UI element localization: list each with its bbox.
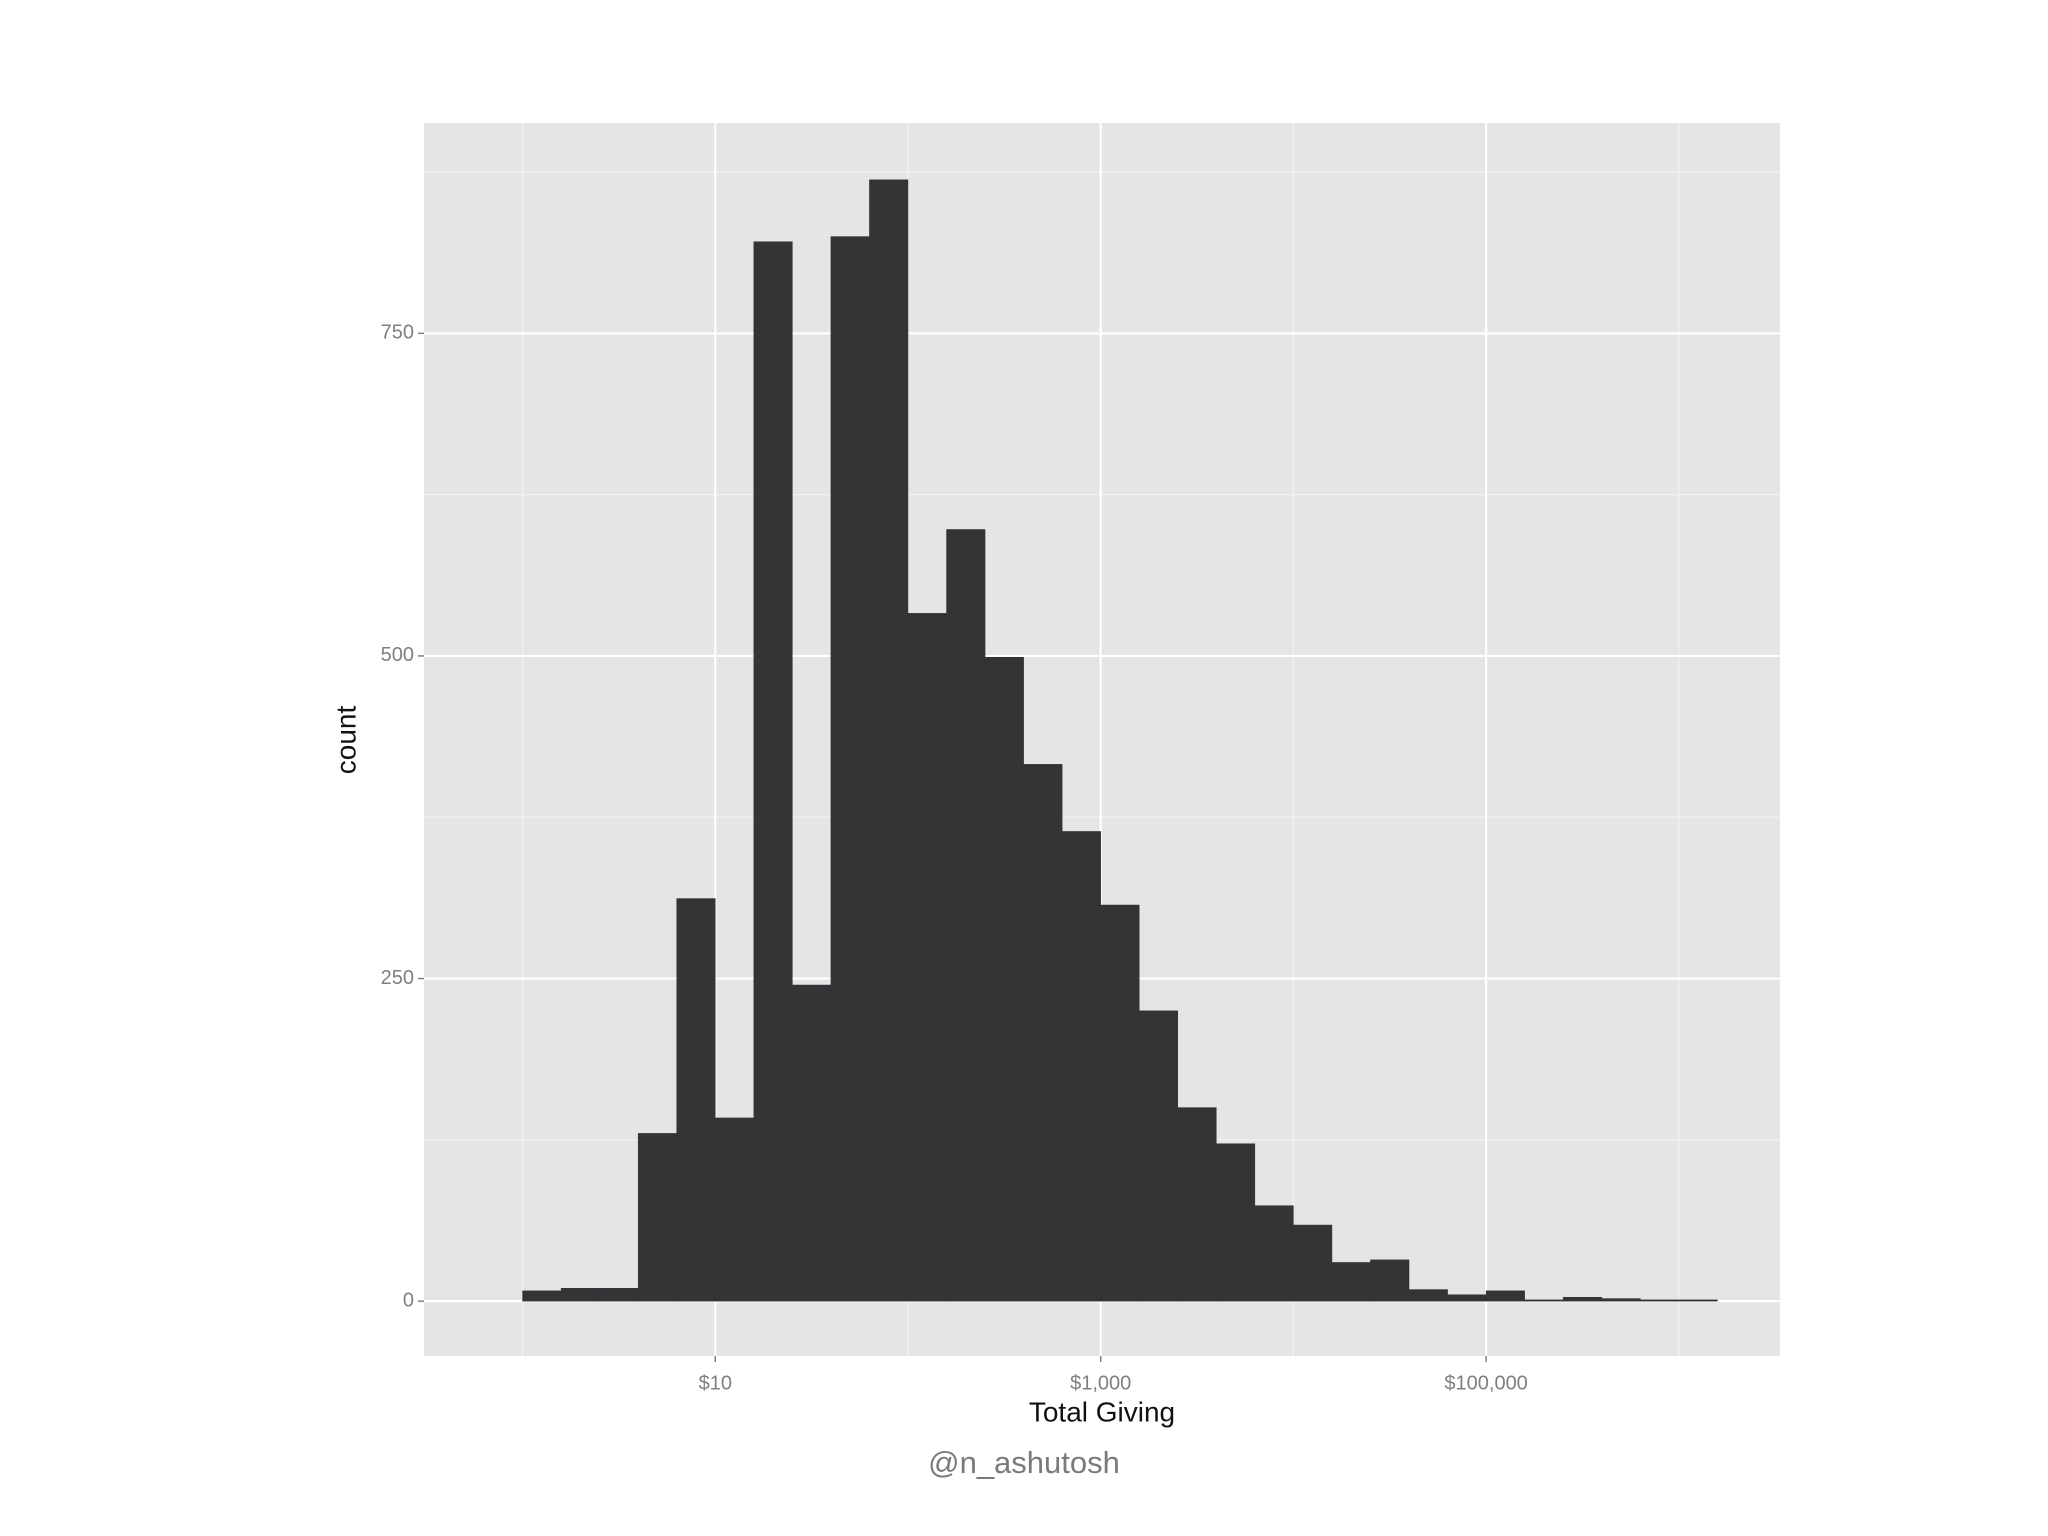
- bar: [1408, 1289, 1448, 1302]
- x-axis-title: Total Giving: [1029, 1396, 1175, 1427]
- bar: [1562, 1297, 1602, 1302]
- bar: [1100, 904, 1140, 1302]
- bar: [1061, 831, 1101, 1302]
- bar: [715, 1117, 755, 1302]
- bar: [1447, 1294, 1487, 1302]
- bar: [1640, 1299, 1680, 1302]
- bar: [637, 1133, 677, 1302]
- bar: [599, 1288, 639, 1302]
- bar: [946, 529, 986, 1302]
- bar: [1177, 1107, 1217, 1302]
- bar: [753, 241, 793, 1302]
- bar: [907, 613, 947, 1302]
- caption: @n_ashutosh: [928, 1445, 1120, 1480]
- bar: [1601, 1298, 1641, 1302]
- bar: [1216, 1143, 1256, 1302]
- bar: [1023, 764, 1063, 1302]
- bar: [830, 236, 870, 1302]
- x-tick-label: $100,000: [1444, 1372, 1527, 1394]
- bar: [1678, 1299, 1718, 1302]
- bar: [1293, 1224, 1333, 1302]
- bar: [792, 984, 832, 1302]
- bar: [1370, 1259, 1410, 1302]
- bar: [1524, 1299, 1564, 1302]
- y-tick-label: 500: [381, 644, 414, 666]
- y-tick-label: 0: [403, 1289, 414, 1311]
- bar: [1331, 1262, 1371, 1302]
- y-tick-label: 250: [381, 967, 414, 989]
- y-axis-title: count: [330, 706, 361, 775]
- bar: [522, 1290, 562, 1302]
- bar: [676, 898, 716, 1302]
- bar: [1138, 1010, 1179, 1302]
- axes: 0 250 500 750 $10 $1,000 $100,000: [381, 322, 1528, 1395]
- y-tick-label: 750: [381, 322, 414, 344]
- bar: [984, 656, 1024, 1302]
- bar: [1485, 1290, 1525, 1302]
- bar: [560, 1288, 600, 1302]
- bars: [522, 179, 1718, 1302]
- bar: [869, 179, 909, 1302]
- x-tick-label: $1,000: [1070, 1372, 1131, 1394]
- bar: [1254, 1205, 1294, 1302]
- x-tick-label: $10: [699, 1372, 732, 1394]
